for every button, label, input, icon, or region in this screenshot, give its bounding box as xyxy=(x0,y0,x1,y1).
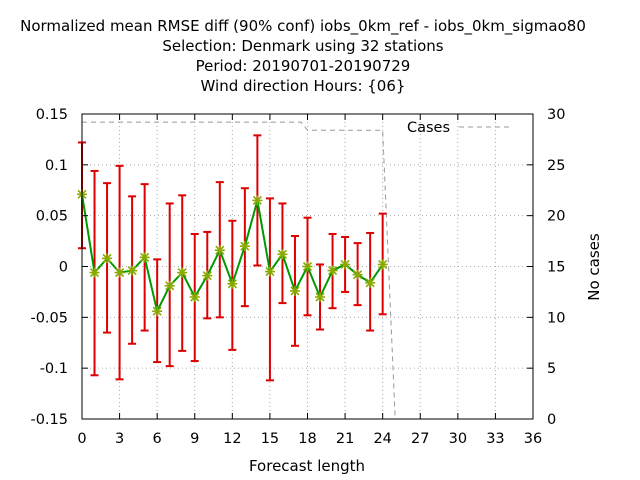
data-point xyxy=(315,292,326,302)
chart-title: Normalized mean RMSE diff (90% conf) iob… xyxy=(20,17,586,95)
data-point xyxy=(177,267,188,278)
error-bars xyxy=(78,134,387,382)
data-point xyxy=(327,265,338,276)
data-point xyxy=(239,241,250,252)
y2-tick-label: 20 xyxy=(547,209,565,225)
y2-tick-label: 30 xyxy=(547,107,565,123)
x-tick-label: 0 xyxy=(77,431,86,447)
rmse-diff-series xyxy=(77,189,388,317)
data-point xyxy=(127,265,138,276)
data-point xyxy=(227,278,238,289)
x-axis-ticks: 0 3 6 9 12 15 18 21 24 27 30 33 36 xyxy=(77,114,542,447)
data-point xyxy=(214,245,225,256)
y2-tick-label: 0 xyxy=(547,412,556,428)
data-point xyxy=(164,280,175,291)
title-line-2: Selection: Denmark using 32 stations xyxy=(162,37,443,55)
x-tick-label: 18 xyxy=(298,431,316,447)
x-tick-label: 9 xyxy=(190,431,199,447)
data-point xyxy=(139,252,150,263)
data-point xyxy=(114,267,125,278)
y-tick-label: 0 xyxy=(59,260,68,276)
data-point xyxy=(365,277,376,288)
legend: Cases xyxy=(407,120,513,136)
title-line-1: Normalized mean RMSE diff (90% conf) iob… xyxy=(20,17,586,36)
data-point xyxy=(252,195,263,206)
data-point xyxy=(189,292,200,302)
x-tick-label: 27 xyxy=(411,431,429,447)
data-point xyxy=(302,261,313,272)
y2-axis-label: No cases xyxy=(585,233,603,301)
title-line-3: Period: 20190701-20190729 xyxy=(196,57,411,75)
data-point xyxy=(102,253,113,264)
x-axis-label: Forecast length xyxy=(249,457,365,475)
data-point xyxy=(377,259,388,270)
y2-axis-ticks: 30 25 20 15 10 5 0 xyxy=(527,107,565,428)
x-tick-label: 3 xyxy=(115,431,124,447)
y2-tick-label: 25 xyxy=(547,158,565,174)
x-tick-label: 21 xyxy=(336,431,354,447)
y2-tick-label: 15 xyxy=(547,260,565,276)
y-tick-label: 0.1 xyxy=(45,158,68,174)
y-tick-label: -0.15 xyxy=(30,412,68,428)
title-line-4: Wind direction Hours: {06} xyxy=(201,77,406,95)
data-point xyxy=(352,269,363,280)
data-point xyxy=(202,270,213,281)
y-tick-label: 0.15 xyxy=(36,107,68,123)
y2-tick-label: 10 xyxy=(547,310,565,326)
y-axis-ticks: 0.15 0.1 0.05 0 -0.05 -0.1 -0.15 xyxy=(30,107,88,428)
y-tick-label: -0.05 xyxy=(30,310,68,326)
x-tick-label: 33 xyxy=(486,431,504,447)
y2-tick-label: 5 xyxy=(547,361,556,377)
data-point xyxy=(289,285,300,296)
legend-label-cases: Cases xyxy=(407,120,450,136)
data-point xyxy=(277,249,288,260)
data-point xyxy=(152,306,163,317)
x-tick-label: 30 xyxy=(449,431,467,447)
data-point xyxy=(264,266,275,277)
x-tick-label: 15 xyxy=(261,431,279,447)
x-tick-label: 36 xyxy=(524,431,542,447)
y-tick-label: -0.1 xyxy=(40,361,68,377)
x-tick-label: 24 xyxy=(373,431,391,447)
x-tick-label: 6 xyxy=(153,431,162,447)
data-point xyxy=(340,259,351,270)
x-tick-label: 12 xyxy=(223,431,241,447)
data-point xyxy=(89,267,100,278)
y-tick-label: 0.05 xyxy=(36,209,68,225)
